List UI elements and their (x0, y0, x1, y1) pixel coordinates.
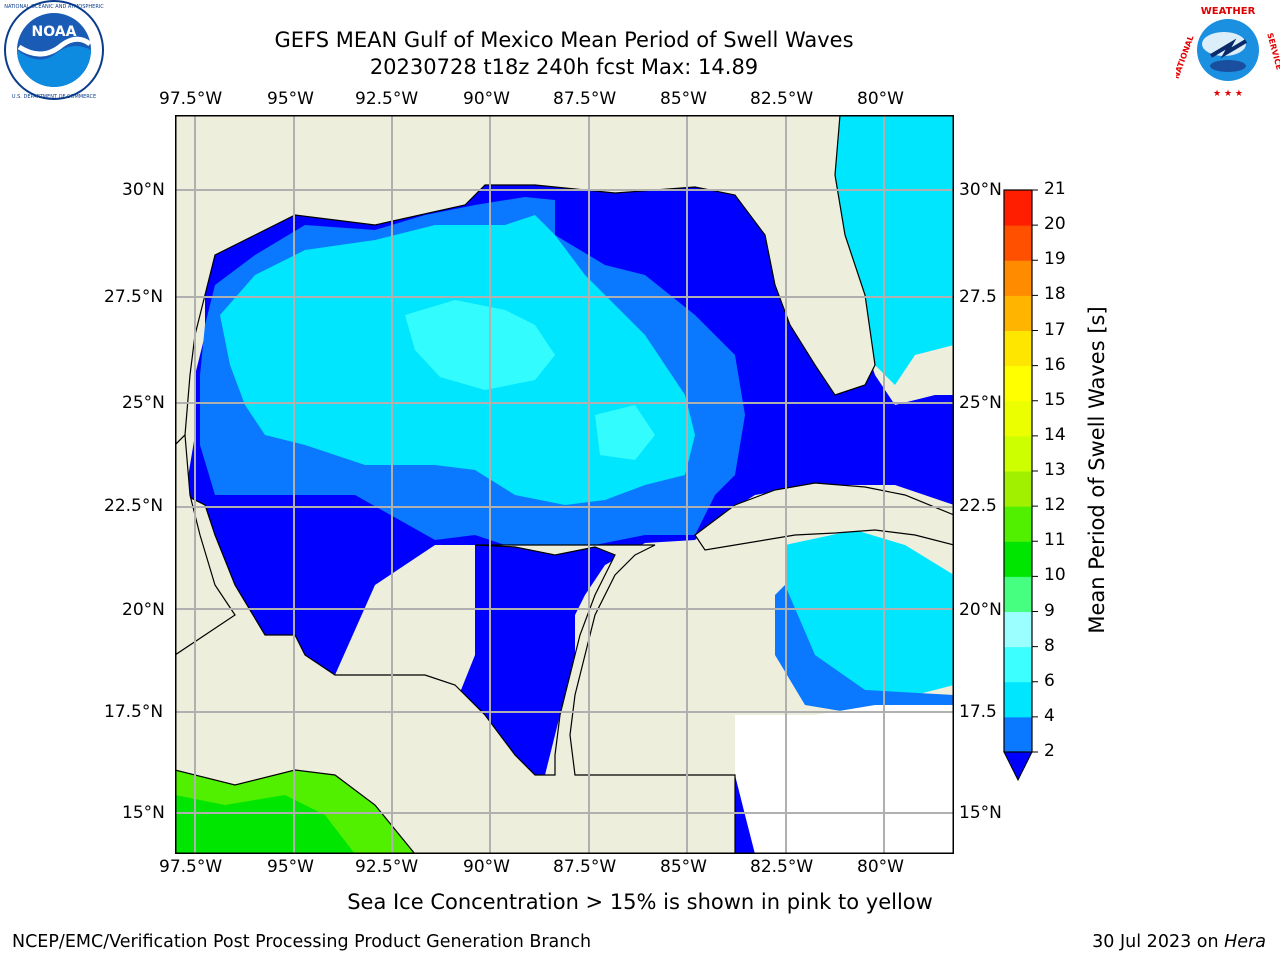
colorbar-tick-label: 10 (1044, 565, 1066, 586)
colorbar-tick-label: 2 (1044, 741, 1055, 761)
sea-ice-note: Sea Ice Concentration > 15% is shown in … (347, 890, 933, 914)
lat-label: 17.5°N (104, 702, 164, 722)
footer-credit: NCEP/EMC/Verification Post Processing Pr… (12, 932, 592, 952)
lat-label: 22.5 (959, 496, 997, 516)
missing-data-area (735, 705, 954, 854)
colorbar-extend-min (1003, 751, 1033, 782)
lon-label: 82.5°W (750, 857, 814, 877)
map-frame (175, 115, 954, 854)
colorbar-tick-label: 17 (1044, 319, 1066, 340)
lon-label: 95°W (267, 89, 314, 109)
colorbar-band (1004, 260, 1032, 296)
svg-text:WEATHER: WEATHER (1201, 6, 1256, 17)
atlantic-swell-zone (835, 115, 954, 385)
colorbar-band (1004, 716, 1032, 753)
map-subtitle: 20230728 t18z 240h fcst Max: 14.89 (369, 55, 759, 79)
footer-date: 30 Jul 2023 on Hera (1092, 932, 1266, 952)
swell-zone-8-9s-a (405, 300, 555, 390)
colorbar-band (1004, 400, 1032, 437)
colorbar (1000, 186, 1040, 786)
lat-label: 25°N (959, 393, 1002, 413)
lat-label: 20°N (122, 600, 165, 620)
caribbean-swell-zone-mid (775, 585, 954, 715)
colorbar-band (1004, 225, 1032, 261)
yucatan-land (174, 474, 736, 855)
lon-label: 80°W (857, 89, 904, 109)
map-panel (174, 114, 955, 855)
map-title: GEFS MEAN Gulf of Mexico Mean Period of … (274, 28, 854, 52)
pacific-swell-zone-inner (175, 795, 355, 854)
colorbar-band (1004, 471, 1032, 507)
lon-label: 92.5°W (355, 857, 419, 877)
noaa-logo-text: NOAA (32, 24, 77, 40)
colorbar-tick-label: 14 (1044, 424, 1066, 445)
svg-text:U.S. DEPARTMENT OF COMMERCE: U.S. DEPARTMENT OF COMMERCE (12, 94, 96, 100)
colorbar-band (1004, 435, 1032, 472)
colorbar-tick-label: 4 (1044, 705, 1055, 726)
lon-label: 90°W (463, 89, 510, 109)
colorbar-tick-label: 8 (1044, 635, 1055, 656)
cuba-land (694, 482, 955, 551)
footer-host: Hera (1224, 932, 1266, 952)
graticule (175, 115, 954, 854)
colorbar-tick-label: 15 (1044, 389, 1066, 410)
colorbar-band (1004, 611, 1032, 648)
svg-text:NATIONAL OCEANIC AND ATMOSPHER: NATIONAL OCEANIC AND ATMOSPHERIC (4, 4, 104, 10)
lon-label: 92.5°W (355, 89, 419, 109)
lat-label: 27.5 (959, 287, 997, 307)
colorbar-band (1004, 365, 1032, 402)
lon-label: 90°W (463, 857, 510, 877)
lat-label: 27.5°N (104, 287, 164, 307)
colorbar-band (1004, 576, 1032, 612)
colorbar-tick-label: 13 (1044, 460, 1066, 480)
lat-label: 15°N (122, 803, 165, 823)
swell-zone-8-9s-b (595, 405, 655, 460)
colorbar-tick-label: 6 (1044, 670, 1055, 691)
noaa-logo: NOAA NATIONAL OCEANIC AND ATMOSPHERIC U.… (2, 0, 106, 104)
colorbar-tick-label: 11 (1044, 530, 1066, 551)
colorbar-tick-label: 12 (1044, 495, 1066, 516)
lat-label: 22.5°N (104, 496, 164, 516)
colorbar-band (1004, 330, 1032, 367)
lat-label: 15°N (959, 803, 1002, 823)
colorbar-band (1004, 681, 1032, 718)
lat-label: 30°N (959, 180, 1002, 200)
colorbar-tick-label: 20 (1044, 214, 1066, 235)
lon-label: 85°W (660, 857, 707, 877)
colorbar-tick-label: 16 (1044, 354, 1066, 375)
colorbar-band (1004, 506, 1032, 542)
lon-label: 97.5°W (159, 857, 223, 877)
lat-label: 25°N (122, 393, 165, 413)
footer-date-text: 30 Jul 2023 on (1092, 932, 1225, 952)
colorbar-band (1004, 295, 1032, 331)
lon-label: 87.5°W (553, 89, 617, 109)
lon-label: 80°W (857, 857, 904, 877)
lat-label: 17.5 (959, 702, 997, 722)
lon-label: 97.5°W (159, 89, 223, 109)
lon-label: 82.5°W (750, 89, 814, 109)
national-weather-service-logo: WEATHER NATIONAL SERVICE ★ ★ ★ (1172, 0, 1280, 100)
colorbar-band (1004, 646, 1032, 683)
colorbar-tick-label: 18 (1044, 284, 1066, 305)
lat-label: 20°N (959, 600, 1002, 620)
lon-label: 95°W (267, 857, 314, 877)
colorbar-tick-label: 21 (1044, 179, 1066, 199)
lon-label: 87.5°W (553, 857, 617, 877)
colorbar-tick-label: 9 (1044, 600, 1055, 621)
colorbar-svg (1003, 189, 1038, 782)
lon-label: 85°W (660, 89, 707, 109)
mexico-west-land (174, 433, 236, 657)
caribbean-swell-zone (785, 530, 954, 695)
colorbar-label: Mean Period of Swell Waves [s] (1085, 306, 1109, 634)
svg-text:★ ★ ★: ★ ★ ★ (1213, 89, 1243, 99)
lat-label: 30°N (122, 180, 165, 200)
colorbar-band (1004, 190, 1032, 226)
colorbar-band (1004, 541, 1032, 577)
colorbar-tick-label: 19 (1044, 249, 1066, 270)
